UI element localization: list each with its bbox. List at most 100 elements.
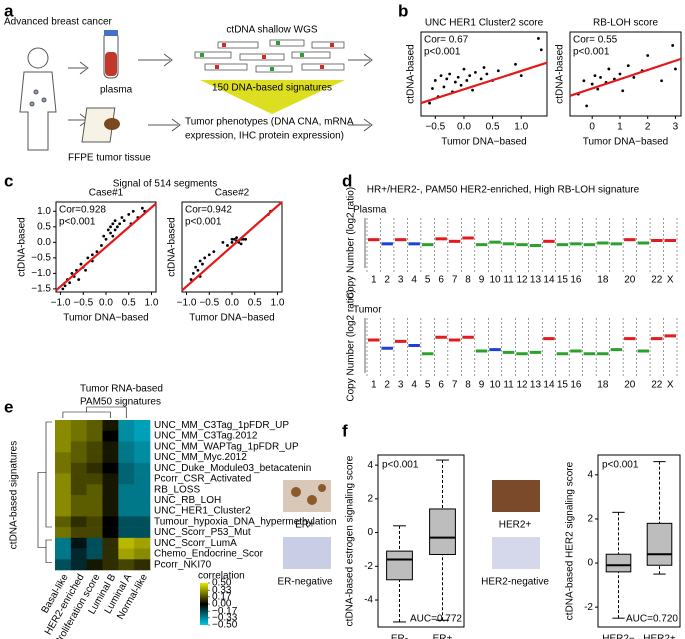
heatmap-cell [55, 441, 72, 453]
dendrogram [37, 421, 52, 563]
chromosome-label: 20 [624, 380, 636, 391]
chromosome-label: 16 [570, 275, 582, 286]
point [660, 79, 663, 83]
x-tick-label: 2 [645, 122, 651, 133]
x-tick-label: HER2− [602, 634, 635, 639]
heatmap-cell [55, 505, 72, 517]
panel-label: b [398, 1, 408, 20]
heatmap-cell [86, 452, 103, 464]
heatmap-cell [86, 420, 103, 432]
heatmap-cell [102, 537, 119, 549]
heatmap-cell [118, 441, 135, 453]
ihc-image [492, 537, 540, 569]
heatmap-cell [118, 537, 135, 549]
heatmap-cell [134, 527, 151, 539]
point [201, 262, 204, 266]
y-tick-label: 0.0 [37, 237, 51, 248]
heatmap-cell [55, 420, 72, 432]
heatmap-cell [86, 559, 103, 571]
colorbar-label: 0.00 [212, 599, 232, 610]
chart-title: Case#2 [215, 188, 250, 199]
heatmap-cell [118, 516, 135, 528]
heatmap-cell [86, 505, 103, 517]
point [241, 237, 245, 241]
chromosome-label: 22 [651, 380, 663, 391]
point [235, 236, 238, 240]
read-marks [200, 41, 334, 71]
arrow [148, 118, 181, 132]
heatmap-cell [118, 452, 135, 464]
annotation: Cor=0.942 [185, 205, 232, 216]
point [496, 69, 500, 73]
point [479, 77, 483, 81]
point [462, 67, 466, 71]
heatmap-cell [86, 516, 103, 528]
heatmap-cell [55, 537, 72, 549]
heatmap-cell [102, 505, 119, 517]
plot-frame [420, 31, 548, 117]
point [86, 256, 90, 260]
point [539, 48, 543, 52]
ihc-label: HER2-negative [481, 577, 549, 588]
annotation: p<0.001 [573, 47, 610, 58]
plot-frame [377, 454, 465, 628]
heatmap-cell [86, 495, 103, 507]
heatmap-cell [86, 537, 103, 549]
chromosome-label: 5 [425, 380, 431, 391]
point [453, 80, 457, 84]
chromosome-label: 18 [597, 380, 609, 391]
chromosome-label: 14 [543, 380, 555, 391]
colorbar-label: 0.33 [212, 585, 232, 596]
point [113, 228, 117, 232]
ihc-images [283, 480, 540, 569]
chromosome-label: 6 [438, 275, 444, 286]
heatmap-cell [86, 441, 103, 453]
point [102, 234, 106, 238]
point [79, 262, 83, 266]
panel-label: f [342, 421, 348, 440]
heatmap-cell [86, 473, 103, 485]
chromosome-label: 4 [411, 380, 417, 391]
signature-triangle [200, 80, 345, 114]
y-tick-label: 2 [367, 493, 373, 504]
point [100, 244, 103, 247]
fit-line [181, 201, 283, 292]
tissue [104, 118, 120, 130]
heatmap-cell [55, 548, 72, 560]
box [429, 508, 456, 555]
row-label: UNC_MM_C3Tag.2012 [154, 431, 258, 442]
annotation: p<0.001 [602, 460, 639, 471]
annotation: p<0.001 [185, 217, 222, 228]
annotation: Cor= 0.55 [573, 35, 618, 46]
colorbar-label: −0.50 [212, 620, 238, 631]
heatmap-cell [118, 495, 135, 507]
y-tick-label: 4 [587, 469, 593, 480]
chromosome-label: 4 [411, 275, 417, 286]
y-tick-label: -4 [364, 595, 373, 606]
x-tick-label: 0.0 [225, 298, 239, 309]
x-tick-label: ER- [391, 634, 408, 639]
heatmap-cell [70, 420, 87, 432]
lesion [29, 101, 35, 107]
heatmap-cell [134, 462, 151, 474]
box [386, 550, 413, 581]
heatmap-cell [70, 473, 87, 485]
row-label: UNC_MM_Myc.2012 [154, 452, 247, 463]
y-axis-label: Copy Number (log2 ratio) [346, 187, 357, 299]
chromosome-label: 11 [503, 380, 514, 391]
x-tick-label: ER+ [433, 634, 453, 639]
point [537, 37, 540, 40]
colorbar-label: −0.17 [212, 606, 238, 617]
arrow [348, 53, 373, 67]
heatmap-cell [118, 430, 135, 442]
heatmap-cell [102, 441, 119, 453]
x-tick-label: 0.5 [248, 298, 262, 309]
row-label: Pcorr_CSR_Activated [154, 474, 251, 485]
heatmap-cell [102, 452, 119, 464]
point [111, 234, 115, 238]
point [95, 250, 99, 254]
heatmap-cell [70, 495, 87, 507]
y-axis-label: ctDNA-based estrogen signaling score [345, 455, 356, 626]
arrow [348, 118, 373, 132]
